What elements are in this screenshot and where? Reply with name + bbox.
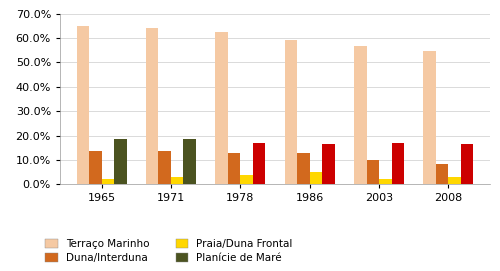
Bar (114, 139, 126, 184)
Bar (102, 179, 114, 184)
Bar (436, 164, 448, 184)
Bar (184, 139, 196, 184)
Bar (461, 144, 473, 184)
Bar (240, 175, 253, 184)
Bar (354, 47, 366, 184)
Bar (216, 32, 228, 184)
Bar (253, 143, 266, 184)
Bar (448, 177, 461, 184)
Bar (284, 40, 297, 184)
Bar (366, 160, 379, 184)
Bar (322, 144, 334, 184)
Bar (424, 51, 436, 184)
Bar (297, 153, 310, 184)
Bar (228, 153, 240, 184)
Bar (171, 177, 183, 184)
Bar (89, 151, 102, 184)
Bar (146, 28, 158, 184)
Bar (158, 151, 171, 184)
Bar (76, 26, 89, 184)
Bar (310, 172, 322, 184)
Bar (379, 179, 392, 184)
Legend: Terraço Marinho, Duna/Interduna, Praia/Duna Frontal, Planície de Maré: Terraço Marinho, Duna/Interduna, Praia/D… (45, 239, 293, 263)
Bar (392, 143, 404, 184)
